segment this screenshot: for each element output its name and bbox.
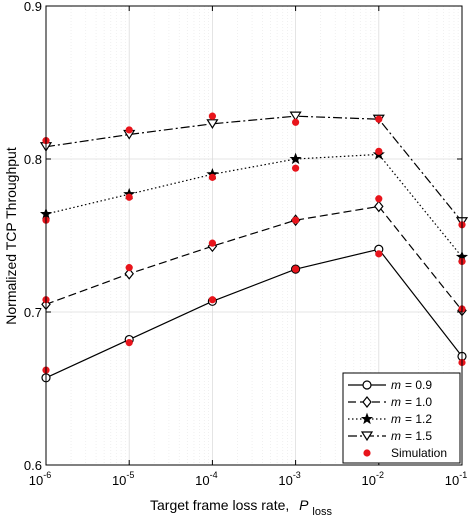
simulation-point: [208, 173, 216, 181]
x-tick-exponent: -3: [293, 470, 301, 480]
simulation-point: [292, 265, 300, 273]
x-tick-base: 10: [362, 473, 376, 488]
legend-label: m = 1.0: [391, 395, 432, 409]
legend-entry: m = 1.2: [348, 412, 432, 426]
x-tick-exponent: -1: [459, 470, 467, 480]
series-line: [45, 248, 463, 379]
series-line: [45, 153, 463, 258]
legend-marker: [362, 396, 372, 408]
x-tick-label: 10-6: [29, 470, 51, 488]
simulation-point: [375, 115, 383, 123]
x-axis-label-var: P: [299, 497, 309, 513]
legend-marker: [363, 449, 371, 457]
y-tick-label: 0.9: [24, 0, 42, 14]
simulation-point: [208, 296, 216, 304]
series-line: [45, 205, 463, 311]
x-axis-label: Target frame loss rate, P loss: [150, 497, 332, 518]
plot-frame: [45, 5, 463, 466]
legend-value: = 1.2: [405, 412, 432, 426]
y-tick-label: 0.8: [24, 152, 42, 167]
y-tick-label: 0.7: [24, 305, 42, 320]
x-tick-base: 10: [445, 473, 459, 488]
legend-var: m: [391, 395, 401, 409]
legend-entry: m = 1.5: [348, 429, 432, 443]
legend-marker: [362, 380, 372, 390]
simulation-point: [375, 147, 383, 155]
legend-entry: m = 0.9: [348, 378, 432, 392]
simulation-point: [292, 118, 300, 126]
simulation-points: [42, 112, 466, 374]
simulation-point: [208, 239, 216, 247]
simulation-point: [375, 195, 383, 203]
x-tick-label: 10-5: [112, 470, 134, 488]
x-tick-label: 10-1: [445, 470, 467, 488]
legend-label: m = 0.9: [391, 378, 432, 392]
legend-var: m: [391, 412, 401, 426]
x-tick-base: 10: [112, 473, 126, 488]
simulation-point: [125, 126, 133, 134]
legend: m = 0.9 m = 1.0 m = 1.2 m = 1.5 Simulation: [342, 372, 461, 464]
legend-value: = 1.5: [405, 429, 432, 443]
legend-label: m = 1.2: [391, 412, 432, 426]
x-tick-exponent: -4: [210, 470, 218, 480]
series-marker: [374, 200, 384, 213]
simulation-point: [125, 264, 133, 272]
legend-label: Simulation: [391, 446, 447, 460]
y-axis-label: Normalized TCP Throughput: [3, 147, 19, 325]
series-line: [45, 115, 463, 223]
legend-var: m: [391, 378, 401, 392]
legend-entry: m = 1.0: [348, 395, 432, 409]
x-tick-label: 10-3: [278, 470, 300, 488]
x-tick-label: 10-2: [362, 470, 384, 488]
x-axis-label-text: Target frame loss rate,: [150, 497, 289, 513]
y-tick-label: 0.6: [24, 458, 42, 473]
legend-marker: [360, 412, 374, 425]
legend-entry-simulation: Simulation: [363, 446, 447, 460]
simulation-point: [292, 164, 300, 172]
simulation-point: [125, 339, 133, 347]
legend-marker: [360, 431, 374, 442]
legend-var: m: [391, 429, 401, 443]
x-tick-exponent: -5: [126, 470, 134, 480]
series-marker: [289, 111, 302, 122]
series-marker: [206, 119, 219, 129]
x-tick-base: 10: [278, 473, 292, 488]
x-tick-label: 10-4: [195, 470, 217, 488]
series-marker: [289, 152, 302, 165]
simulation-point: [208, 112, 216, 120]
simulation-point: [292, 216, 300, 224]
x-tick-exponent: -2: [376, 470, 384, 480]
series-marker: [124, 267, 134, 280]
legend-label: m = 1.5: [391, 429, 432, 443]
axis-ticks: 10-6 10-5 10-4 10-3 10-2 10-10.60.70.80.9: [24, 0, 467, 488]
x-axis-label-sub: loss: [312, 506, 332, 518]
legend-value: = 0.9: [405, 378, 432, 392]
simulation-point: [375, 250, 383, 258]
legend-value: = 1.0: [405, 395, 432, 409]
x-tick-base: 10: [195, 473, 209, 488]
x-tick-base: 10: [29, 473, 43, 488]
simulation-point: [125, 193, 133, 201]
x-tick-exponent: -6: [43, 470, 51, 480]
